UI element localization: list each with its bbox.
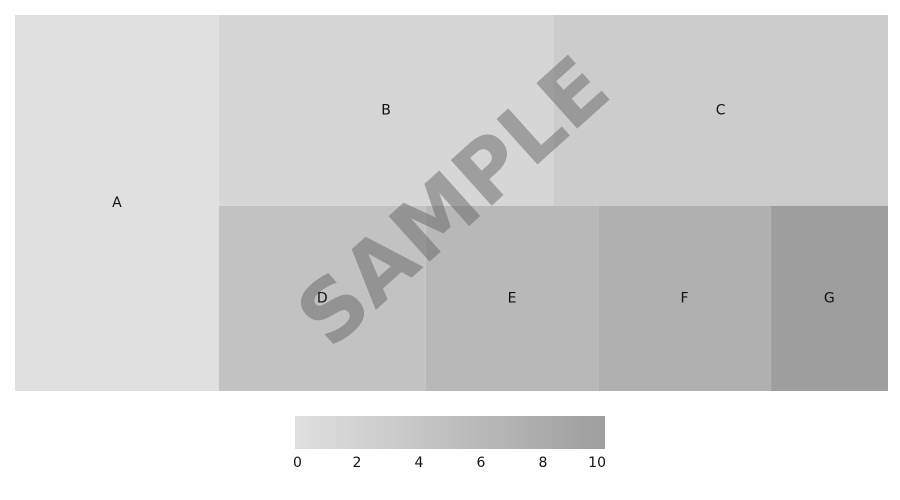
colorbar-tick-4: 4 [415, 455, 424, 471]
treemap-tile-d [218, 205, 426, 391]
treemap-tile-f [598, 205, 771, 391]
colorbar-gradient [295, 416, 605, 449]
colorbar-tick-6: 6 [477, 455, 486, 471]
treemap-label-g: G [824, 290, 835, 306]
treemap-label-e: E [508, 290, 517, 306]
treemap-label-d: D [317, 290, 328, 306]
treemap-tile-b [218, 15, 554, 206]
colorbar-tick-2: 2 [353, 455, 362, 471]
treemap-label-b: B [381, 102, 391, 118]
colorbar: 0 2 4 6 8 10 [293, 416, 606, 471]
treemap-tile-e [425, 205, 599, 391]
treemap-tile-g [770, 205, 888, 391]
treemap-tile-c [553, 15, 888, 206]
treemap-label-c: C [716, 102, 726, 118]
colorbar-tick-labels: 0 2 4 6 8 10 [293, 455, 606, 471]
treemap-labels: A B C D E F G [112, 102, 835, 306]
colorbar-tick-10: 10 [588, 455, 606, 471]
treemap-label-f: F [680, 290, 688, 306]
treemap-tile-a [15, 15, 219, 391]
treemap-label-a: A [112, 195, 122, 211]
treemap-tiles [15, 15, 888, 391]
colorbar-tick-0: 0 [293, 455, 302, 471]
colorbar-tick-8: 8 [539, 455, 548, 471]
